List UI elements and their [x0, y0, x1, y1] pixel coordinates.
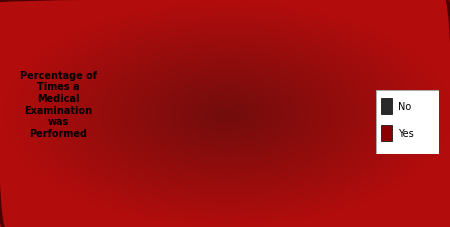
Bar [323, 133, 359, 191]
Text: 40.9: 40.9 [200, 156, 225, 166]
Text: 27.4: 27.4 [328, 165, 354, 175]
X-axis label: Was Substance Use Involved?: Was Substance Use Involved? [176, 215, 342, 225]
FancyBboxPatch shape [376, 91, 439, 154]
Text: 72.6: 72.6 [292, 132, 318, 142]
FancyBboxPatch shape [381, 99, 392, 115]
Bar [287, 38, 323, 191]
Text: 59.1: 59.1 [164, 142, 189, 152]
FancyBboxPatch shape [381, 126, 392, 142]
Bar [194, 105, 230, 191]
Text: Percentage of
Times a
Medical
Examination
was
Performed: Percentage of Times a Medical Examinatio… [20, 71, 97, 138]
Text: Yes: Yes [398, 129, 414, 139]
Bar [158, 67, 194, 191]
Text: No: No [398, 102, 411, 112]
